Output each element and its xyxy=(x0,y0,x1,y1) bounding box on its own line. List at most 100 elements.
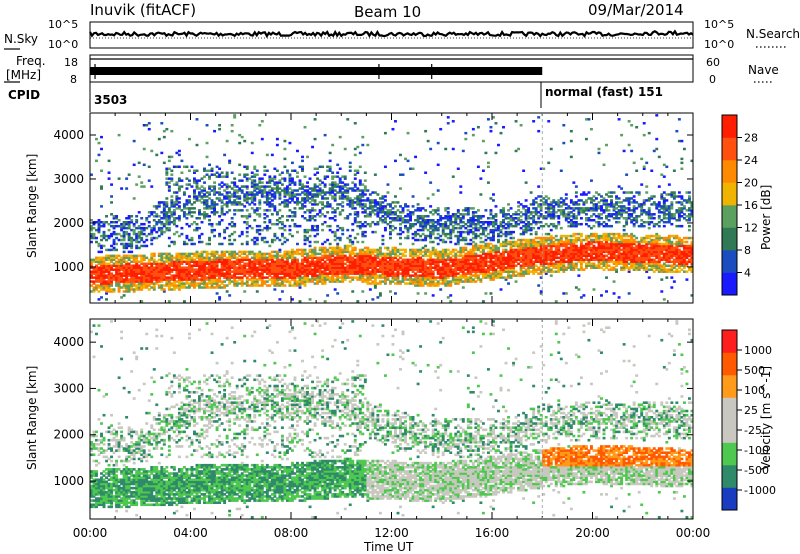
echo-cell xyxy=(285,252,289,256)
echo-cell xyxy=(489,242,493,246)
echo-cell xyxy=(529,242,533,246)
echo-cell xyxy=(260,262,264,266)
echo-cell xyxy=(326,274,330,277)
echo-cell xyxy=(273,278,277,281)
echo-cell xyxy=(278,270,282,273)
echo-cell xyxy=(205,256,209,260)
echo-cell xyxy=(92,286,96,289)
echo-cell xyxy=(509,230,513,234)
echo-cell xyxy=(371,211,375,214)
echo-cell xyxy=(373,286,377,289)
echo-cell xyxy=(444,272,448,275)
echo-cell xyxy=(522,258,526,262)
echo-cell xyxy=(333,181,337,184)
echo-cell xyxy=(481,230,485,234)
echo-cell xyxy=(213,185,217,188)
echo-cell xyxy=(328,217,332,220)
echo-cell xyxy=(328,187,332,190)
echo-cell xyxy=(509,252,513,256)
echo-cell xyxy=(524,264,528,267)
echo-cell xyxy=(399,242,402,246)
echo-cell xyxy=(318,266,322,269)
echo-cell xyxy=(245,173,249,176)
echo-cell xyxy=(426,266,430,269)
echo-cell xyxy=(132,238,136,242)
echo-cell xyxy=(135,226,139,230)
echo-cell xyxy=(346,191,350,194)
echo-cell xyxy=(451,272,455,275)
echo-cell xyxy=(120,238,124,242)
echo-cell xyxy=(165,226,169,230)
echo-cell xyxy=(356,258,360,262)
echo-cell xyxy=(461,213,465,216)
echo-cell xyxy=(336,248,340,252)
echo-cell xyxy=(162,203,166,206)
echo-cell xyxy=(346,199,350,202)
echo-cell xyxy=(195,282,199,285)
echo-cell xyxy=(421,262,425,266)
echo-cell xyxy=(391,262,395,266)
echo-cell xyxy=(170,262,174,266)
echo-cell xyxy=(492,278,495,281)
echo-cell xyxy=(404,203,407,206)
echo-cell xyxy=(193,179,196,182)
echo-cell xyxy=(105,268,108,271)
echo-cell xyxy=(208,238,211,242)
echo-cell xyxy=(255,185,259,188)
echo-cell xyxy=(341,272,345,275)
echo-cell xyxy=(268,205,272,208)
echo-cell xyxy=(381,197,385,200)
echo-cell xyxy=(270,153,274,157)
echo-cell xyxy=(391,276,395,279)
echo-cell xyxy=(363,224,367,228)
echo-cell xyxy=(391,228,395,232)
echo-cell xyxy=(308,266,312,269)
echo-cell xyxy=(273,272,277,275)
echo-cell xyxy=(527,226,531,230)
echo-cell xyxy=(524,211,528,214)
echo-cell xyxy=(248,177,252,180)
echo-cell xyxy=(157,284,161,287)
echo-cell xyxy=(255,270,259,273)
echo-cell xyxy=(258,228,262,232)
echo-cell xyxy=(411,254,415,258)
echo-cell xyxy=(228,272,232,275)
echo-cell xyxy=(351,205,355,208)
echo-cell xyxy=(416,254,420,258)
echo-cell xyxy=(519,226,523,230)
echo-cell xyxy=(439,282,443,285)
echo-cell xyxy=(363,268,367,271)
echo-cell xyxy=(341,274,345,277)
echo-cell xyxy=(268,272,272,275)
echo-cell xyxy=(351,270,355,273)
echo-cell xyxy=(426,139,430,143)
echo-cell xyxy=(469,238,473,242)
echo-cell xyxy=(311,145,315,149)
echo-cell xyxy=(371,264,375,267)
echo-cell xyxy=(323,260,327,264)
echo-cell xyxy=(135,238,139,242)
echo-cell xyxy=(102,264,106,267)
echo-cell xyxy=(177,219,181,222)
echo-cell xyxy=(115,270,119,273)
echo-cell xyxy=(479,278,483,281)
echo-cell xyxy=(504,238,508,242)
echo-cell xyxy=(381,219,385,222)
echo-cell xyxy=(321,181,325,184)
echo-cell xyxy=(469,250,473,254)
echo-cell xyxy=(373,260,377,264)
echo-cell xyxy=(471,256,475,260)
echo-cell xyxy=(326,224,330,228)
echo-cell xyxy=(416,268,420,271)
echo-cell xyxy=(499,260,503,264)
echo-cell xyxy=(260,195,264,198)
echo-cell xyxy=(363,211,367,214)
echo-cell xyxy=(409,219,412,222)
echo-cell xyxy=(361,268,365,271)
echo-cell xyxy=(366,268,370,271)
echo-cell xyxy=(363,187,367,190)
echo-cell xyxy=(147,258,151,262)
echo-cell xyxy=(331,252,335,256)
echo-cell xyxy=(125,244,129,248)
echo-cell xyxy=(361,234,365,238)
